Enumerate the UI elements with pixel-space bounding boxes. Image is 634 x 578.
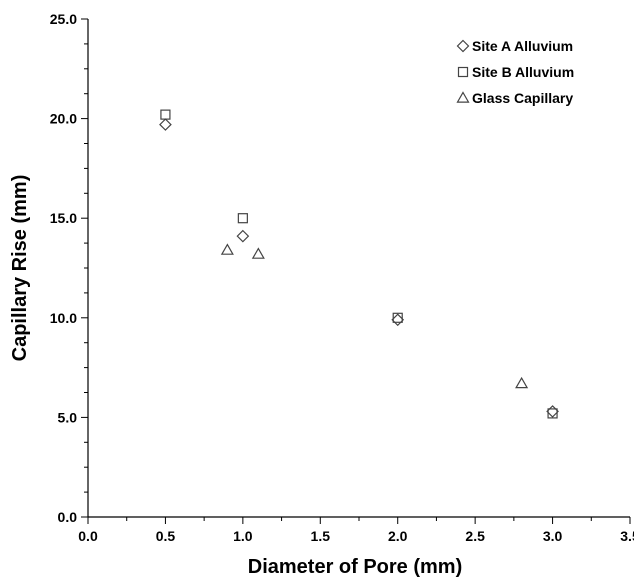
legend-triangle-marker <box>456 91 470 103</box>
legend-square-marker <box>457 66 469 78</box>
legend-item: Glass Capillary <box>456 90 573 106</box>
square-data-point <box>392 312 403 323</box>
x-tick-label: 2.0 <box>388 528 408 544</box>
diamond-data-point <box>391 313 405 327</box>
x-tick-label: 2.5 <box>465 528 485 544</box>
x-axis-title: Diameter of Pore (mm) <box>248 556 463 578</box>
x-tick-label: 3.0 <box>543 528 563 544</box>
diamond-data-point <box>236 229 250 243</box>
triangle-data-point <box>220 243 234 255</box>
y-tick-label: 0.0 <box>58 509 78 525</box>
x-tick-label: 0.0 <box>78 528 98 544</box>
diamond-data-point <box>546 405 559 418</box>
y-tick-label: 25.0 <box>50 11 77 27</box>
square-data-point <box>237 213 248 224</box>
series-square <box>160 109 558 419</box>
x-tick-label: 3.5 <box>620 528 634 544</box>
data-points <box>159 109 559 419</box>
y-axis-title: Capillary Rise (mm) <box>9 175 31 362</box>
triangle-data-point <box>251 247 265 259</box>
series-diamond <box>159 118 559 418</box>
square-data-point <box>547 408 558 419</box>
y-tick-label: 5.0 <box>58 409 78 425</box>
x-axis-ticks: 0.0 0.5 1.0 1.5 2.0 2.5 3.0 3.5 <box>78 517 634 544</box>
y-axis-ticks: 0.0 5.0 10.0 15.0 20.0 25.0 <box>50 11 88 525</box>
x-tick-label: 1.5 <box>311 528 331 544</box>
legend-item: Site A Alluvium <box>456 38 573 54</box>
legend-diamond-marker <box>456 39 470 53</box>
legend-label: Glass Capillary <box>472 90 573 106</box>
y-tick-label: 10.0 <box>50 310 77 326</box>
legend-item: Site B Alluvium <box>457 64 574 80</box>
x-tick-label: 0.5 <box>156 528 176 544</box>
x-tick-label: 1.0 <box>233 528 253 544</box>
diamond-data-point <box>159 118 172 131</box>
series-triangle <box>220 243 529 389</box>
legend-label: Site A Alluvium <box>472 38 573 54</box>
triangle-data-point <box>515 376 529 389</box>
legend-label: Site B Alluvium <box>472 64 574 80</box>
legend: Site A Alluvium Site B Alluvium Glass Capi… <box>456 38 574 106</box>
square-data-point <box>160 109 171 120</box>
y-tick-label: 15.0 <box>50 210 77 226</box>
y-tick-label: 20.0 <box>50 111 77 127</box>
